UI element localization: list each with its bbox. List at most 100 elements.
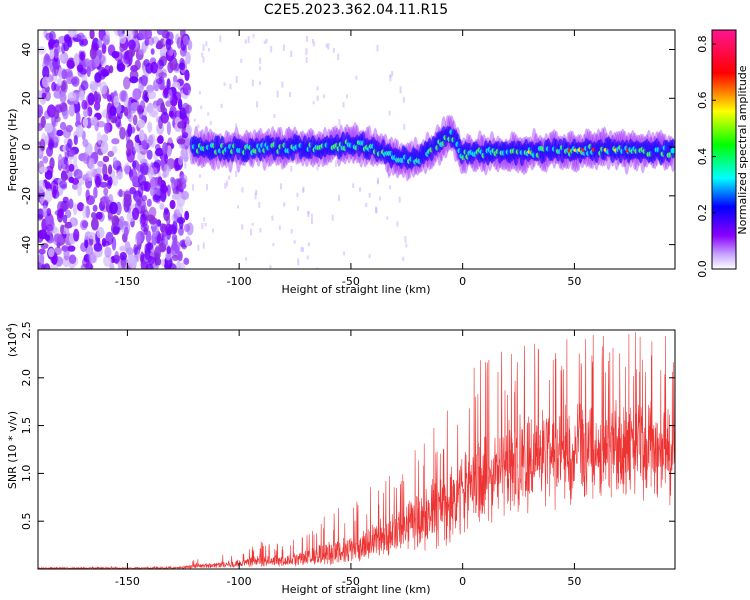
spectrogram-faint-speckle	[375, 206, 378, 213]
spectrogram-noise-blob	[119, 126, 126, 140]
spectrogram-noise-blob	[162, 233, 169, 247]
spectrogram-faint-speckle	[342, 102, 345, 108]
spectrogram-faint-speckle	[311, 38, 314, 43]
spectrogram-noise-blob	[132, 114, 138, 126]
spectrogram-noise-blob	[118, 188, 123, 198]
spectrogram-noise-blob	[100, 195, 110, 206]
spectrogram-noise-blob	[79, 51, 86, 61]
colorbar-axis: 0.0 0.2 0.4 0.6 0.8	[696, 35, 716, 278]
spectrogram-noise-blob	[67, 245, 76, 252]
spectrogram-noise-blob	[104, 246, 112, 258]
spectrogram-faint-speckle	[316, 86, 319, 91]
spectrogram-noise-blob	[94, 72, 102, 83]
spectrogram-noise-blob	[163, 256, 173, 269]
spectrogram-noise-blob	[88, 251, 97, 264]
spectrogram-noise-blob	[135, 232, 142, 245]
spectrogram-noise-blob	[52, 75, 58, 82]
spectrogram-noise-blob	[90, 211, 97, 219]
spectrogram-faint-speckle	[204, 222, 207, 227]
spectrogram-noise-blob	[43, 54, 51, 67]
spectrogram-noise-blob	[73, 228, 80, 242]
spectrogram-faint-speckle	[269, 264, 272, 269]
spectrogram-noise-blob	[169, 199, 176, 210]
spectrogram-noise-blob	[68, 163, 75, 172]
spectrogram-faint-speckle	[344, 153, 347, 159]
spectrogram-noise-blob	[177, 121, 185, 129]
spectrogram-faint-speckle	[331, 214, 334, 221]
snr-x-tick-label: 0	[459, 575, 466, 588]
spectrogram-noise-blob	[77, 182, 82, 197]
spectrogram-noise-blob	[107, 176, 113, 187]
spectrogram-noise-blob	[162, 142, 168, 155]
spectrogram-faint-speckle	[352, 158, 355, 164]
spectrogram-noise-blob	[173, 91, 182, 101]
spectrogram-noise-blob	[109, 262, 115, 269]
spectrogram-noise-blob	[72, 203, 78, 216]
spectrogram-faint-speckle	[310, 217, 313, 224]
spectrogram-faint-speckle	[258, 81, 261, 85]
spectrogram-noise-blob	[119, 43, 125, 53]
spectrogram-noise-blob	[109, 105, 117, 117]
spectrogram-noise-blob	[49, 263, 59, 269]
spectrogram-faint-speckle	[387, 172, 390, 179]
spectrogram-noise-blob	[183, 257, 190, 266]
snr-x-label: Height of straight line (km)	[281, 583, 430, 596]
spectrogram-noise-blob	[52, 55, 61, 70]
spectrogram-faint-speckle	[297, 258, 300, 266]
spectrogram-x-tick-label: 50	[567, 275, 581, 288]
spectrogram-noise-blob	[125, 247, 134, 255]
spectrogram-noise-blob	[103, 255, 112, 267]
spectrogram-noise-blob	[57, 208, 65, 219]
spectrogram-noise-blob	[160, 184, 169, 194]
spectrogram-noise-blob	[68, 254, 77, 265]
colorbar-tick-label: 0.0	[696, 260, 709, 278]
spectrogram-noise-blob	[112, 156, 118, 166]
spectrogram-faint-speckle	[188, 90, 191, 96]
spectrogram-noise-blob	[71, 178, 80, 185]
snr-line	[38, 332, 675, 569]
spectrogram-faint-speckle	[251, 79, 254, 87]
spectrogram-noise-blob	[128, 39, 136, 50]
spectrogram-noise-blob	[177, 250, 183, 262]
spectrogram-noise-blob	[96, 121, 106, 128]
spectrogram-noise-blob	[119, 90, 127, 102]
snr-x-tick-label: -50	[342, 575, 360, 588]
spectrogram-noise-blob	[140, 180, 149, 191]
spectrogram-noise-blob	[156, 30, 164, 36]
spectrogram-faint-speckle	[258, 138, 261, 144]
spectrogram-noise-blob	[75, 124, 84, 138]
spectrogram-noise-blob	[178, 262, 186, 269]
spectrogram-faint-speckle	[259, 66, 262, 71]
spectrogram-noise-blob	[44, 90, 51, 102]
spectrogram-faint-speckle	[193, 118, 196, 122]
spectrogram-noise-blob	[155, 78, 163, 85]
spectrogram-faint-speckle	[337, 53, 340, 60]
spectrogram-noise-blob	[150, 186, 155, 197]
spectrogram-faint-speckle	[245, 257, 248, 261]
spectrogram-noise-blob	[159, 202, 165, 210]
spectrogram-noise-blob	[38, 46, 46, 55]
spectrogram-noise-blob	[141, 194, 148, 202]
spectrogram-faint-speckle	[249, 156, 252, 163]
spectrogram-noise-blob	[62, 214, 68, 224]
spectrogram-noise-blob	[96, 166, 103, 174]
spectrogram-faint-speckle	[276, 90, 279, 98]
spectrogram-faint-speckle	[404, 236, 407, 243]
snr-y-tick-label: 1.5	[20, 417, 33, 435]
spectrogram-noise-blob	[132, 207, 140, 221]
spectrogram-noise-blob	[141, 204, 148, 214]
spectrogram-noise-blob	[138, 48, 145, 55]
spectrogram-noise-blob	[42, 65, 50, 80]
spectrogram-noise-blob	[59, 121, 67, 131]
spectrogram-noise-blob	[38, 179, 46, 194]
spectrogram-noise-blob	[104, 122, 110, 135]
spectrogram-noise-blob	[183, 137, 192, 146]
spectrogram-noise-blob	[109, 201, 118, 215]
spectrogram-noise-blob	[108, 164, 113, 175]
spectrogram-noise-blob	[49, 49, 55, 60]
spectrogram-faint-speckle	[212, 228, 215, 233]
spectrogram-noise-blob	[96, 131, 102, 146]
spectrogram-faint-speckle	[251, 159, 254, 165]
spectrogram-noise-blob	[115, 115, 121, 128]
spectrogram-noise-blob	[41, 76, 50, 88]
